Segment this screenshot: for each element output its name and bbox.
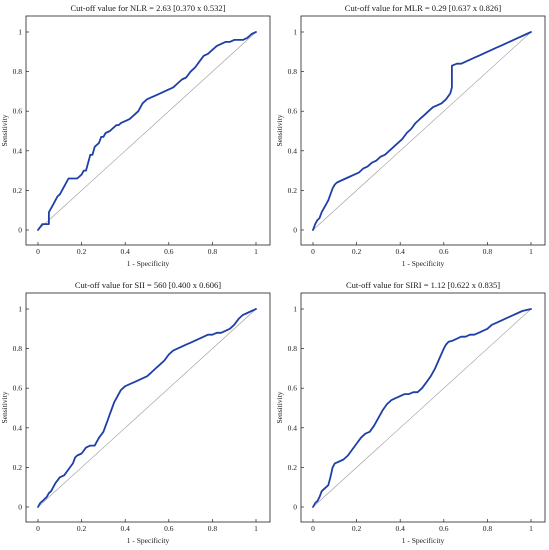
y-tick-label: 0.2 — [13, 463, 23, 472]
roc-chart-svg: Cut-off value for SII = 560 [0.400 x 0.6… — [0, 280, 271, 545]
y-tick-label: 0 — [293, 226, 297, 235]
y-axis-label: Sensitivity — [0, 114, 9, 146]
y-tick-label: 0 — [293, 503, 297, 512]
plot-frame — [25, 292, 271, 523]
chart-panel-3: Cut-off value for SII = 560 [0.400 x 0.6… — [0, 277, 272, 549]
x-tick-label: 0.8 — [208, 247, 218, 256]
y-tick-label: 0.4 — [288, 423, 298, 432]
x-tick-label: 0.6 — [164, 524, 174, 533]
roc-curve — [37, 308, 257, 508]
y-tick-label: 1 — [18, 305, 22, 314]
y-tick-label: 0.6 — [13, 107, 23, 116]
x-axis-label: 1 - Specificity — [127, 536, 170, 545]
roc-chart-svg: Cut-off value for SIRI = 1.12 [0.622 x 0… — [275, 280, 546, 545]
y-tick-label: 0.6 — [288, 384, 298, 393]
plot-frame — [25, 15, 271, 246]
roc-chart-svg: Cut-off value for MLR = 0.29 [0.637 x 0.… — [275, 3, 546, 268]
x-tick-label: 0.6 — [439, 247, 449, 256]
y-tick-label: 0.2 — [288, 186, 298, 195]
x-tick-label: 1 — [254, 247, 258, 256]
x-tick-label: 1 — [254, 524, 258, 533]
y-tick-label: 0.6 — [288, 107, 298, 116]
reference-diagonal — [312, 31, 532, 231]
y-tick-label: 1 — [293, 305, 297, 314]
chart-title: Cut-off value for NLR = 2.63 [0.370 x 0.… — [70, 3, 225, 13]
y-tick-label: 0.2 — [288, 463, 298, 472]
x-tick-label: 0.2 — [77, 524, 87, 533]
x-tick-label: 0 — [311, 247, 315, 256]
x-axis-label: 1 - Specificity — [402, 259, 445, 268]
y-axis-label: Sensitivity — [275, 114, 284, 146]
x-tick-label: 0.4 — [121, 247, 131, 256]
x-tick-label: 0.2 — [352, 247, 362, 256]
x-tick-label: 0.4 — [121, 524, 131, 533]
chart-title: Cut-off value for SII = 560 [0.400 x 0.6… — [75, 280, 221, 290]
x-tick-label: 0.8 — [483, 524, 493, 533]
y-tick-label: 0.6 — [13, 384, 23, 393]
y-tick-label: 0.8 — [288, 67, 298, 76]
x-tick-label: 1 — [529, 524, 533, 533]
x-tick-label: 0 — [36, 524, 40, 533]
reference-diagonal — [37, 308, 257, 508]
x-tick-label: 0.6 — [164, 247, 174, 256]
y-axis-label: Sensitivity — [275, 391, 284, 423]
y-tick-label: 0 — [18, 226, 22, 235]
x-axis-label: 1 - Specificity — [127, 259, 170, 268]
y-tick-label: 0.4 — [13, 146, 23, 155]
y-tick-label: 1 — [293, 28, 297, 37]
reference-diagonal — [37, 31, 257, 231]
x-axis-label: 1 - Specificity — [402, 536, 445, 545]
reference-diagonal — [312, 308, 532, 508]
x-tick-label: 0.4 — [396, 524, 406, 533]
x-tick-label: 0.6 — [439, 524, 449, 533]
x-tick-label: 0.8 — [208, 524, 218, 533]
chart-panel-2: Cut-off value for MLR = 0.29 [0.637 x 0.… — [275, 0, 547, 272]
x-tick-label: 0 — [311, 524, 315, 533]
x-tick-label: 0.2 — [77, 247, 87, 256]
chart-title: Cut-off value for MLR = 0.29 [0.637 x 0.… — [345, 3, 502, 13]
x-tick-label: 0 — [36, 247, 40, 256]
y-tick-label: 0.2 — [13, 186, 23, 195]
plot-frame — [300, 15, 546, 246]
plot-frame — [300, 292, 546, 523]
x-tick-label: 0.8 — [483, 247, 493, 256]
y-tick-label: 1 — [18, 28, 22, 37]
chart-panel-1: Cut-off value for NLR = 2.63 [0.370 x 0.… — [0, 0, 272, 272]
roc-curve — [37, 31, 257, 231]
y-axis-label: Sensitivity — [0, 391, 9, 423]
chart-panel-4: Cut-off value for SIRI = 1.12 [0.622 x 0… — [275, 277, 547, 549]
y-tick-label: 0.4 — [288, 146, 298, 155]
y-tick-label: 0.8 — [288, 344, 298, 353]
y-tick-label: 0 — [18, 503, 22, 512]
chart-title: Cut-off value for SIRI = 1.12 [0.622 x 0… — [346, 280, 500, 290]
roc-chart-svg: Cut-off value for NLR = 2.63 [0.370 x 0.… — [0, 3, 271, 268]
x-tick-label: 0.4 — [396, 247, 406, 256]
x-tick-label: 0.2 — [352, 524, 362, 533]
roc-curve — [312, 308, 532, 508]
roc-curve — [312, 31, 532, 231]
y-tick-label: 0.8 — [13, 67, 23, 76]
y-tick-label: 0.8 — [13, 344, 23, 353]
y-tick-label: 0.4 — [13, 423, 23, 432]
x-tick-label: 1 — [529, 247, 533, 256]
